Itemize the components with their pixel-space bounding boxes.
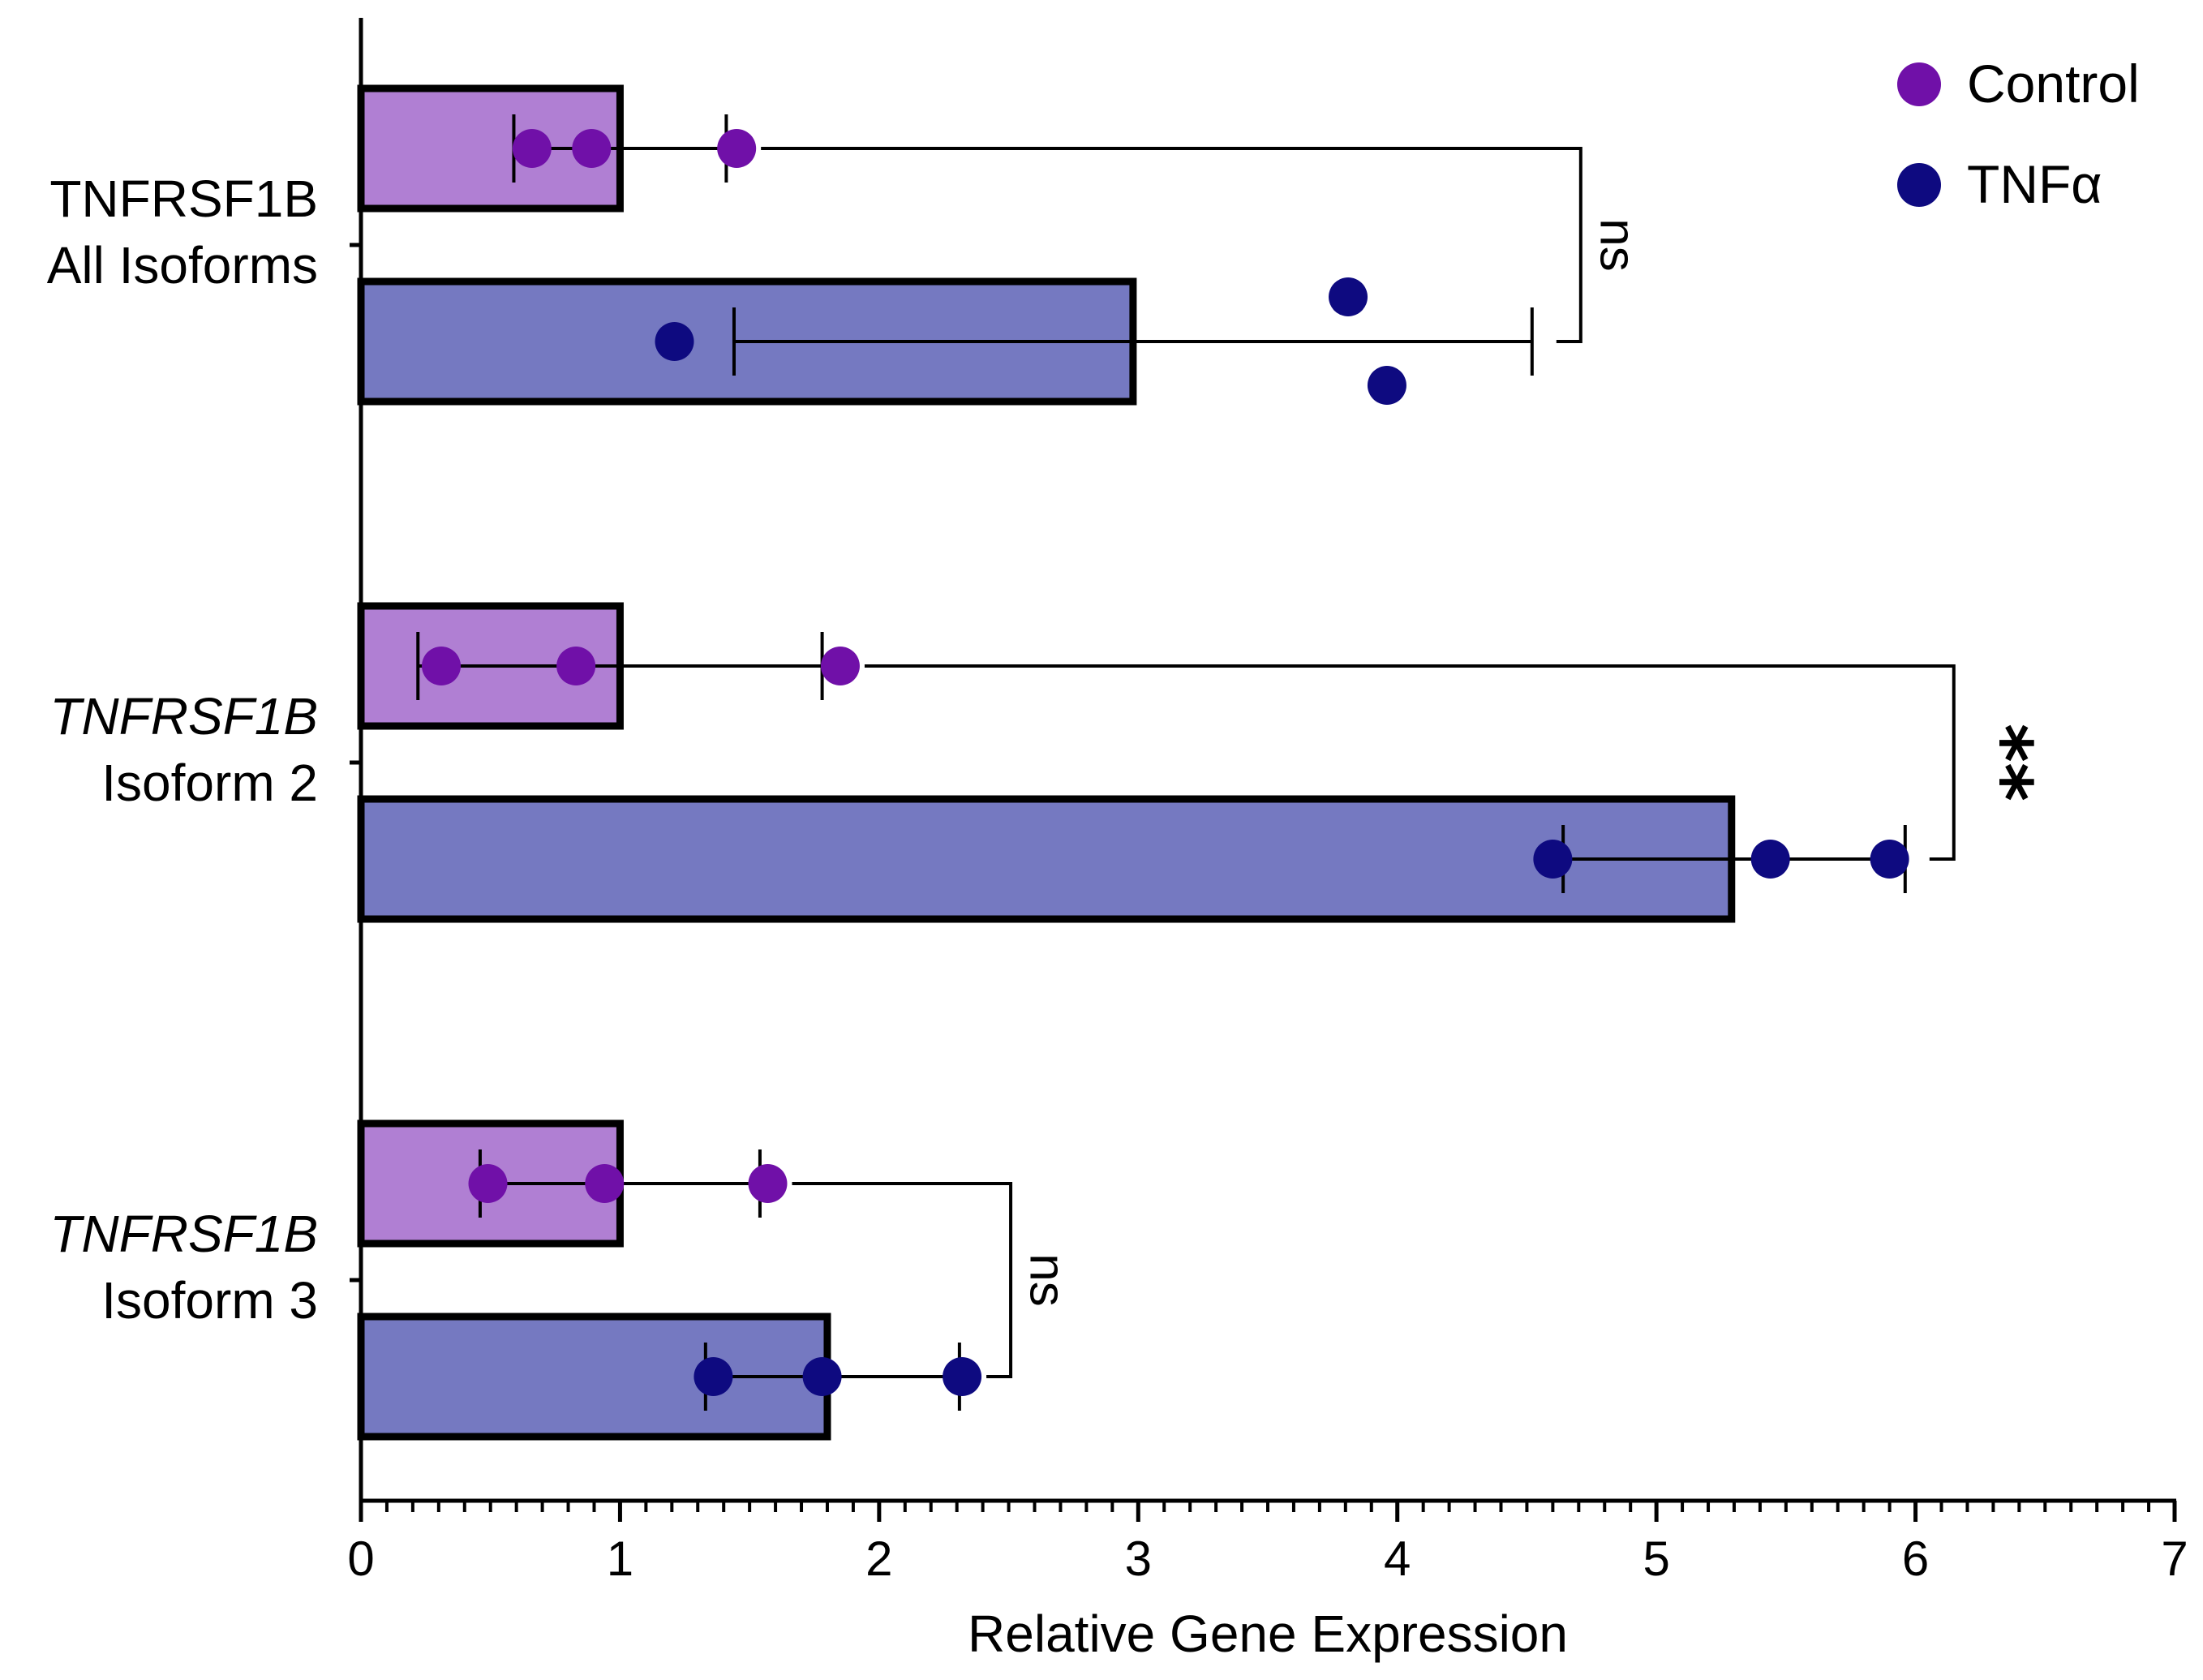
x-tick-label-3: 3 [1125,1532,1152,1586]
significance-bracket-all [761,147,1582,343]
data-point-iso2-tnfa-3 [1870,840,1909,879]
x-tick-label-5: 5 [1643,1532,1669,1586]
significance-label-all: ns [1589,218,1645,271]
category-label-iso3-line1: TNFRSF1B [49,1205,318,1263]
significance-label-iso2: ** [1960,724,2047,801]
category-label-iso2-line1: TNFRSF1B [49,687,318,745]
legend-label-tnfa: TNFα [1967,154,2102,214]
bar-iso2-tnfa [357,795,1736,923]
category-label-all-line2: All Isoforms [47,236,318,294]
axes-layer: 0 1 2 3 4 5 6 7 Relative Gene Expression [347,18,2188,1663]
data-point-iso3-tnfa-3 [943,1357,982,1396]
category-label-iso2-line2: Isoform 2 [101,754,318,812]
x-tick-label-0: 0 [347,1532,374,1586]
data-point-iso2-control-2 [556,647,596,685]
legend-marker-tnfa [1897,163,1941,207]
legend-marker-control [1897,62,1941,106]
category-label-iso3-line2: Isoform 3 [101,1271,318,1330]
significance-layer: ns ** ns [761,147,2047,1378]
significance-bracket-iso3 [792,1182,1013,1378]
x-tick-label-1: 1 [607,1532,633,1586]
data-point-iso2-tnfa-1 [1533,840,1573,879]
legend-label-control: Control [1967,54,2140,114]
data-point-iso3-control-1 [468,1164,508,1203]
data-point-iso3-tnfa-1 [694,1357,733,1396]
x-tick-label-2: 2 [865,1532,892,1586]
data-point-iso3-control-3 [748,1164,788,1203]
data-point-iso3-tnfa-2 [802,1357,842,1396]
x-axis-title: Relative Gene Expression [968,1605,1568,1663]
data-point-iso2-control-1 [422,647,462,685]
x-tick-label-7: 7 [2161,1532,2188,1586]
data-point-iso2-tnfa-2 [1750,840,1790,879]
data-point-all-tnfa-3 [1367,366,1406,405]
data-point-all-control-3 [717,129,757,168]
category-label-all-line1: TNFRSF1B [49,170,318,228]
data-point-iso3-control-2 [585,1164,625,1203]
significance-label-iso3: ns [1020,1253,1076,1306]
significance-bracket-iso2 [864,664,1956,861]
data-point-all-control-1 [512,129,552,168]
points-layer [422,129,1909,1396]
data-point-all-control-2 [572,129,612,168]
bars-layer [357,84,1736,1441]
x-tick-label-6: 6 [1902,1532,1929,1586]
legend: Control TNFα [1897,54,2140,214]
labels-layer: TNFRSF1B All Isoforms TNFRSF1B Isoform 2 TNF… [47,170,318,1330]
data-point-iso2-control-3 [820,647,860,685]
data-point-all-tnfa-2 [1329,277,1368,316]
data-point-all-tnfa-1 [655,322,694,361]
x-tick-label-4: 4 [1384,1532,1411,1586]
